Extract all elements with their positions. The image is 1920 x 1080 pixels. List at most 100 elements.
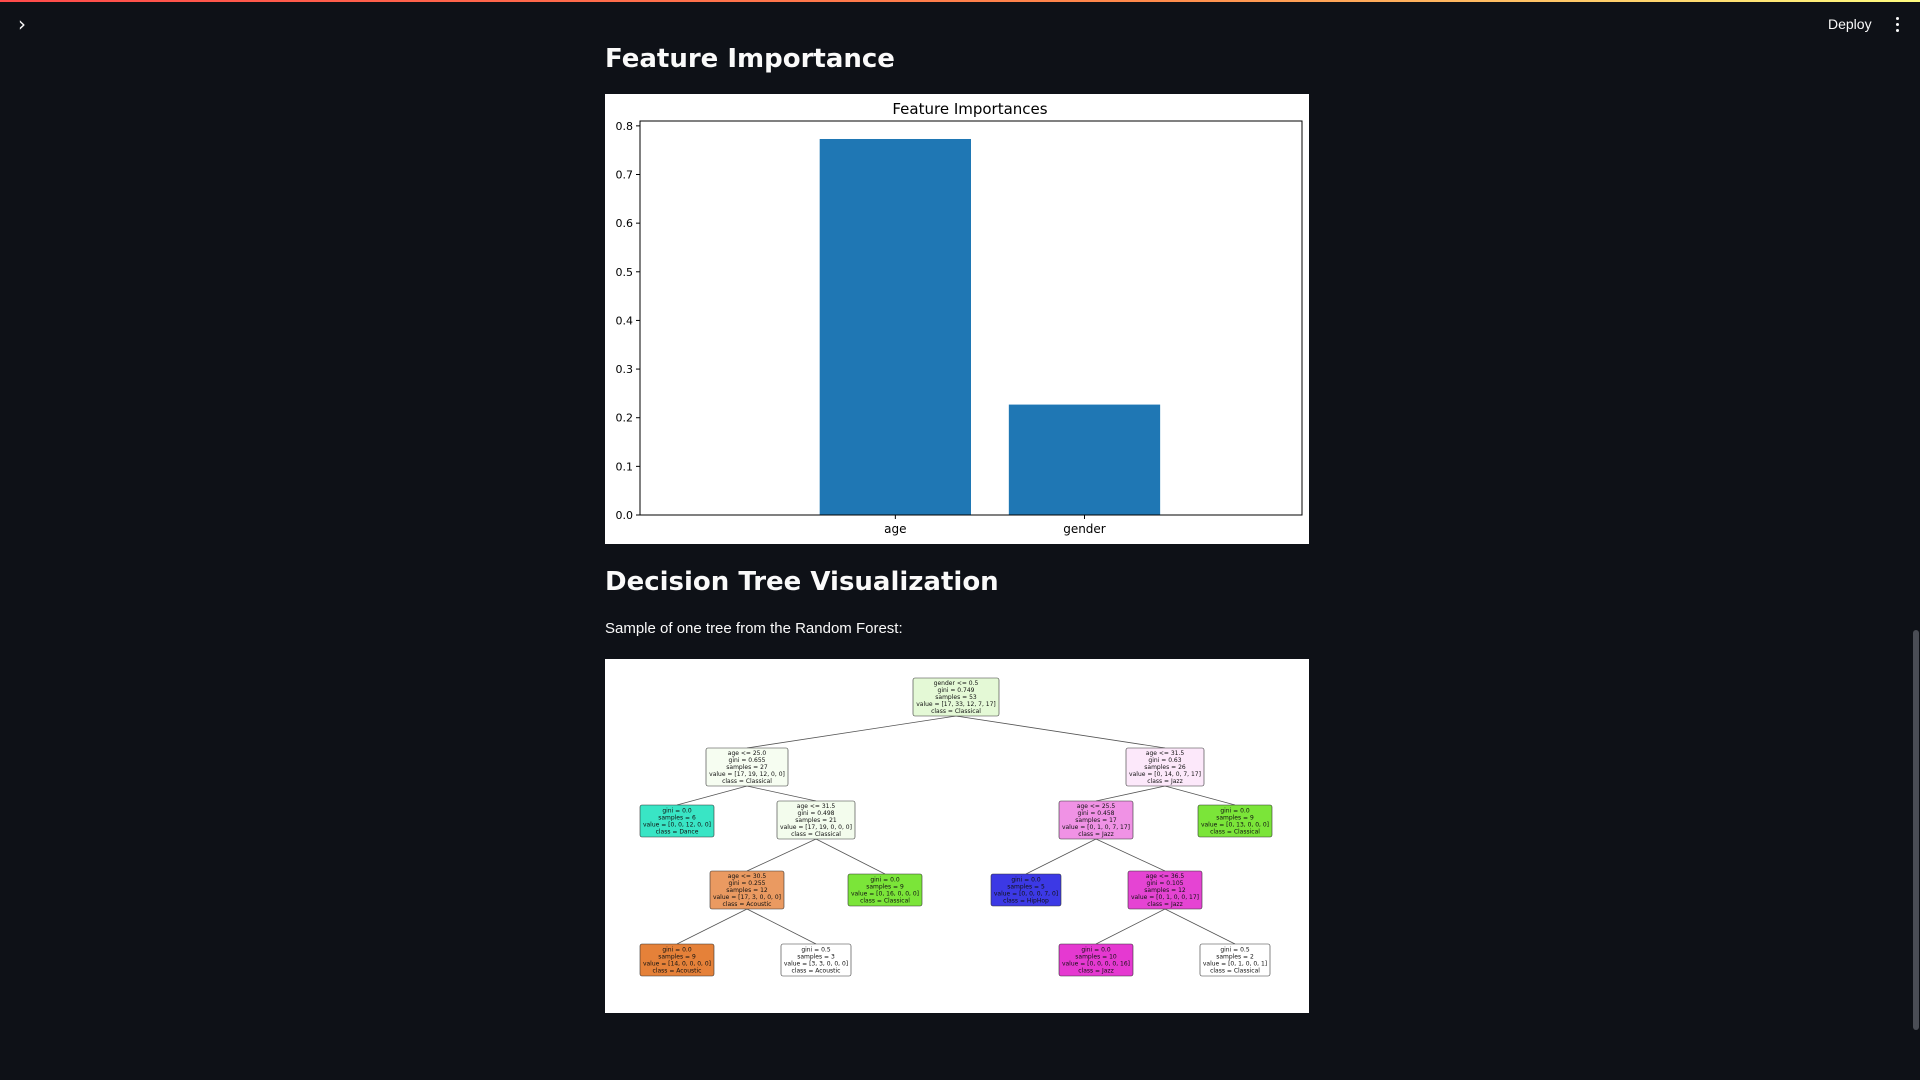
feature-importance-heading: Feature Importance — [605, 44, 895, 74]
x-tick-label: age — [884, 522, 906, 536]
y-tick-label: 0.8 — [616, 120, 634, 133]
tree-node-text: value = [17, 19, 0, 0, 0] — [780, 824, 852, 831]
tree-node-text: value = [0, 16, 0, 0, 0] — [851, 890, 919, 897]
tree-node-text: value = [0, 1, 0, 7, 17] — [1062, 824, 1130, 831]
tree-edge — [676, 785, 748, 806]
bar-age — [819, 138, 971, 515]
bar-chart-svg: Feature Importances 0.0 0.1 0.2 0.3 0.4 0.5 0.… — [616, 100, 1303, 536]
y-tick-label: 0.0 — [616, 509, 634, 522]
y-tick-label: 0.1 — [616, 460, 634, 473]
tree-node-text: samples = 12 — [1144, 887, 1186, 894]
y-tick-label: 0.2 — [616, 412, 634, 425]
y-tick-label: 0.5 — [616, 266, 634, 279]
kebab-menu-icon[interactable] — [1886, 10, 1910, 38]
tree-edge — [1095, 785, 1166, 802]
tree-node-text: samples = 21 — [795, 817, 837, 824]
scrollbar-thumb[interactable] — [1913, 630, 1919, 1030]
tree-node-text: samples = 9 — [866, 884, 904, 891]
tree-node-text: class = Dance — [656, 828, 699, 835]
tree-node-text: gender <= 0.5 — [934, 680, 979, 687]
tree-node-text: samples = 53 — [935, 694, 977, 701]
tree-node-box — [1199, 943, 1271, 977]
tree-node-text: class = Classical — [931, 708, 981, 715]
tree-node-text: value = [0, 1, 0, 0, 1] — [1203, 960, 1267, 967]
tree-node-text: value = [17, 3, 0, 0, 0] — [713, 894, 781, 901]
tree-node-text: value = [3, 3, 0, 0, 0] — [784, 960, 848, 967]
tree-node-text: gini = 0.0 — [1220, 808, 1250, 815]
tree-node-text: class = Acoustic — [653, 967, 702, 974]
tree-node-box — [1127, 870, 1203, 910]
tree-node-text: value = [0, 0, 0, 0, 16] — [1062, 960, 1130, 967]
tree-node-text: class = Classical — [1210, 967, 1260, 974]
tree-node-text: class = Acoustic — [723, 901, 772, 908]
tree-node-text: age <= 31.5 — [1146, 750, 1185, 757]
tree-node-text: value = [17, 19, 12, 0, 0] — [709, 771, 785, 778]
tree-node-text: class = Jazz — [1147, 778, 1182, 785]
tree-node-text: gini = 0.749 — [938, 687, 975, 694]
y-tick-label: 0.4 — [616, 314, 634, 327]
tree-node-text: age <= 30.5 — [728, 873, 767, 880]
tree-node-text: gini = 0.5 — [801, 947, 831, 954]
tree-node-text: value = [0, 14, 0, 7, 17] — [1129, 771, 1201, 778]
tree-node-text: gini = 0.0 — [870, 877, 900, 884]
tree-node-text: gini = 0.0 — [1081, 947, 1111, 954]
tree-edge — [1095, 908, 1166, 945]
tree-node-text: gini = 0.255 — [729, 880, 766, 887]
tree-node-box — [912, 677, 1000, 717]
y-tick-label: 0.3 — [616, 363, 634, 376]
tree-edge — [1164, 908, 1236, 945]
decision-tree-figure: gender <= 0.5 gini = 0.749 samples = 53 val… — [605, 659, 1309, 1013]
plot-frame — [639, 120, 1303, 516]
tree-node-text: value = [0, 13, 0, 0, 0] — [1201, 821, 1269, 828]
bar-gender — [1008, 404, 1161, 515]
tree-node-box — [639, 804, 715, 838]
tree-edge — [955, 715, 1166, 749]
tree-node-text: samples = 3 — [797, 954, 835, 961]
tree-node-text: gini = 0.498 — [798, 810, 835, 817]
tree-node-text: gini = 0.458 — [1078, 810, 1115, 817]
tree-node-text: class = Jazz — [1078, 967, 1113, 974]
tree-edge — [746, 785, 817, 802]
tree-node-box — [709, 870, 785, 910]
deploy-button[interactable]: Deploy — [1828, 16, 1872, 32]
tree-node-box — [780, 943, 852, 977]
decision-tree-caption: Sample of one tree from the Random Fores… — [605, 620, 903, 637]
chevron-right-icon[interactable]: › — [18, 12, 26, 36]
tree-node-text: class = Classical — [722, 778, 772, 785]
tree-node-text: class = Classical — [1210, 828, 1260, 835]
chart-title: Feature Importances — [892, 100, 1047, 118]
tree-edge — [746, 908, 817, 945]
tree-node-box — [776, 800, 856, 840]
tree-edge — [746, 715, 957, 749]
tree-edge — [1164, 785, 1236, 806]
tree-node-text: gini = 0.655 — [729, 757, 766, 764]
tree-node-box — [1058, 800, 1134, 840]
tree-node-text: age <= 25.0 — [728, 750, 767, 757]
tree-node-text: age <= 31.5 — [797, 803, 836, 810]
tree-node-text: samples = 17 — [1075, 817, 1117, 824]
tree-node-box — [1125, 747, 1205, 787]
tree-edge — [1025, 838, 1097, 875]
tree-node-text: samples = 2 — [1216, 954, 1254, 961]
tree-node-text: samples = 27 — [726, 764, 768, 771]
tree-node-text: value = [17, 33, 12, 7, 17] — [916, 701, 996, 708]
tree-node-text: value = [0, 0, 12, 0, 0] — [643, 821, 711, 828]
tree-node-text: class = Acoustic — [792, 967, 841, 974]
scrollbar[interactable] — [1912, 0, 1920, 1080]
y-tick-label: 0.6 — [616, 217, 634, 230]
tree-node-text: gini = 0.105 — [1147, 880, 1184, 887]
tree-node-text: class = Jazz — [1147, 901, 1182, 908]
